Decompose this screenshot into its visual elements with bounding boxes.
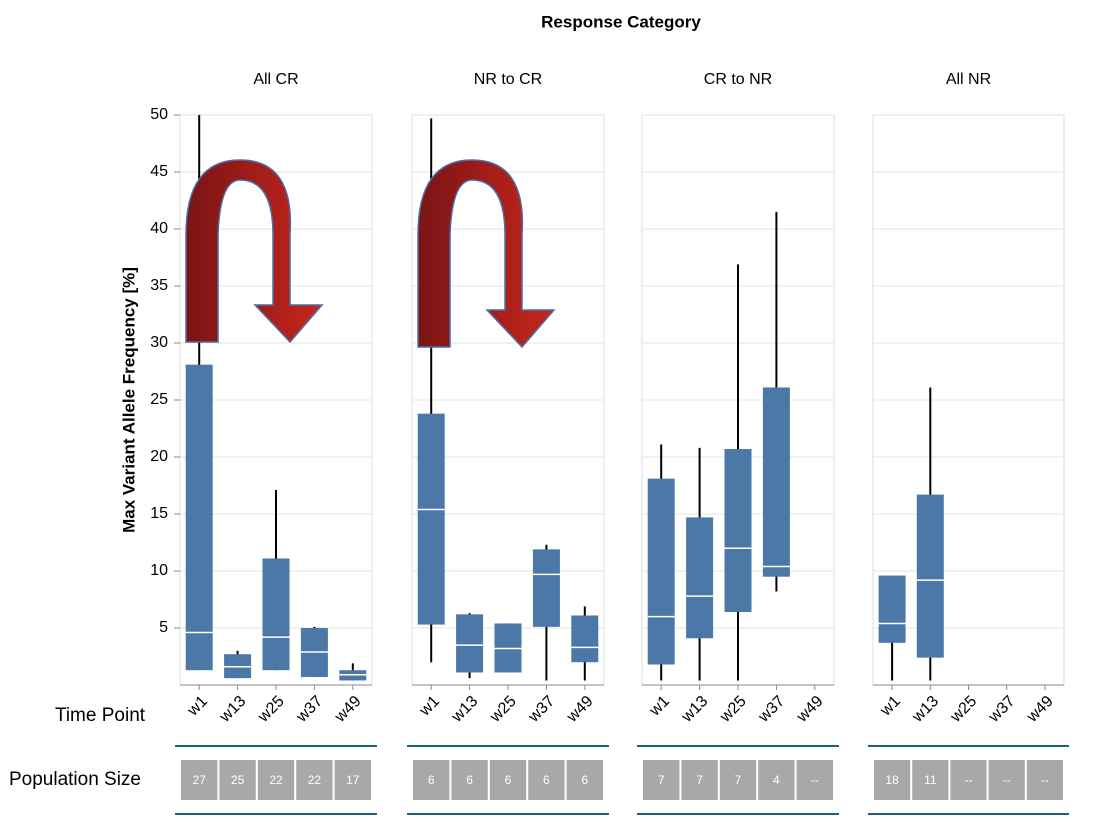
box bbox=[724, 449, 752, 613]
x-tick-label: w1 bbox=[416, 693, 443, 720]
x-tick-label: w37 bbox=[755, 693, 789, 727]
box bbox=[532, 549, 560, 627]
x-tick-label: w37 bbox=[293, 693, 327, 727]
population-cell bbox=[719, 760, 757, 800]
x-axis-label: Time Point bbox=[55, 705, 146, 726]
y-tick-label: 25 bbox=[150, 391, 168, 408]
x-tick-label: w25 bbox=[947, 693, 981, 727]
population-cell bbox=[257, 760, 295, 800]
box bbox=[185, 364, 213, 671]
population-cell bbox=[296, 760, 333, 800]
y-tick-label: 10 bbox=[150, 562, 168, 579]
population-cell bbox=[528, 760, 565, 800]
chart-title: Response Category bbox=[541, 12, 701, 31]
population-value: 27 bbox=[193, 773, 207, 787]
box bbox=[762, 387, 790, 577]
x-tick-label: w25 bbox=[254, 693, 288, 727]
population-cell bbox=[413, 760, 450, 800]
population-cell bbox=[796, 760, 833, 800]
arrow bbox=[185, 159, 324, 344]
panel-title: All NR bbox=[946, 71, 991, 88]
population-cell bbox=[334, 760, 371, 800]
y-tick-label: 40 bbox=[150, 220, 168, 237]
panel-title: NR to CR bbox=[474, 71, 542, 88]
annotation-arrows bbox=[185, 159, 556, 349]
population-value: 22 bbox=[269, 773, 283, 787]
population-value: 6 bbox=[581, 773, 588, 787]
x-tick-label: w13 bbox=[216, 693, 250, 727]
x-tick-label: w49 bbox=[563, 693, 597, 727]
y-tick-label: 15 bbox=[150, 505, 168, 522]
population-value: 6 bbox=[466, 773, 473, 787]
population-value: 7 bbox=[658, 773, 665, 787]
population-cell bbox=[451, 760, 488, 800]
x-tick-label: w1 bbox=[877, 693, 904, 720]
box bbox=[878, 575, 906, 643]
y-tick-label: 30 bbox=[150, 334, 168, 351]
population-cell bbox=[912, 760, 949, 800]
box bbox=[456, 614, 484, 673]
population-value: 6 bbox=[505, 773, 512, 787]
y-tick-label: 35 bbox=[150, 277, 168, 294]
population-cell bbox=[758, 760, 795, 800]
box bbox=[686, 517, 714, 639]
x-tick-label: w37 bbox=[985, 693, 1019, 727]
population-value: 6 bbox=[428, 773, 435, 787]
population-cell bbox=[874, 760, 911, 800]
population-cell bbox=[681, 760, 718, 800]
population-cell bbox=[1026, 760, 1063, 800]
box bbox=[571, 615, 599, 663]
x-tick-label: w13 bbox=[448, 693, 482, 727]
y-tick-label: 45 bbox=[150, 163, 168, 180]
box bbox=[647, 478, 675, 665]
x-tick-label: w1 bbox=[646, 693, 673, 720]
y-tick-label: 5 bbox=[159, 619, 168, 636]
population-cell bbox=[489, 760, 527, 800]
panels: All CR 5 10 15 20 25 30 35 40 45 50 Max Variant All… bbox=[119, 71, 1069, 815]
y-tick-label: 20 bbox=[150, 448, 168, 465]
x-tick-label: w49 bbox=[1023, 693, 1057, 727]
population-value: -- bbox=[1041, 773, 1049, 787]
population-value: -- bbox=[1003, 773, 1011, 787]
population-cell bbox=[643, 760, 680, 800]
y-axis-label: Max Variant Allele Frequency [%] bbox=[119, 267, 138, 533]
population-cell bbox=[219, 760, 256, 800]
x-tick-label: w13 bbox=[678, 693, 712, 727]
population-value: 18 bbox=[885, 773, 899, 787]
x-tick-label: w49 bbox=[331, 693, 365, 727]
population-cell bbox=[181, 760, 218, 800]
box bbox=[916, 494, 944, 658]
population-cell bbox=[566, 760, 603, 800]
population-value: 11 bbox=[924, 773, 937, 787]
population-value: 7 bbox=[735, 773, 742, 787]
population-value: 22 bbox=[308, 773, 322, 787]
population-cell bbox=[950, 760, 987, 800]
population-value: 6 bbox=[543, 773, 550, 787]
population-cell bbox=[988, 760, 1025, 800]
population-label: Population Size bbox=[9, 769, 141, 790]
population-value: 7 bbox=[696, 773, 703, 787]
population-value: -- bbox=[965, 773, 973, 787]
y-tick-label: 50 bbox=[150, 106, 168, 123]
x-tick-label: w49 bbox=[793, 693, 827, 727]
box bbox=[262, 558, 290, 671]
panel-title: All CR bbox=[253, 71, 298, 88]
x-tick-label: w13 bbox=[909, 693, 943, 727]
arrow bbox=[417, 159, 556, 349]
population-value: -- bbox=[811, 773, 819, 787]
population-value: 4 bbox=[773, 773, 780, 787]
x-tick-label: w37 bbox=[525, 693, 559, 727]
panel-title: CR to NR bbox=[704, 71, 772, 88]
x-tick-label: w25 bbox=[716, 693, 750, 727]
population-value: 17 bbox=[346, 773, 360, 787]
x-tick-label: w1 bbox=[184, 693, 211, 720]
box bbox=[417, 413, 445, 625]
x-tick-label: w25 bbox=[486, 693, 520, 727]
population-value: 25 bbox=[231, 773, 245, 787]
